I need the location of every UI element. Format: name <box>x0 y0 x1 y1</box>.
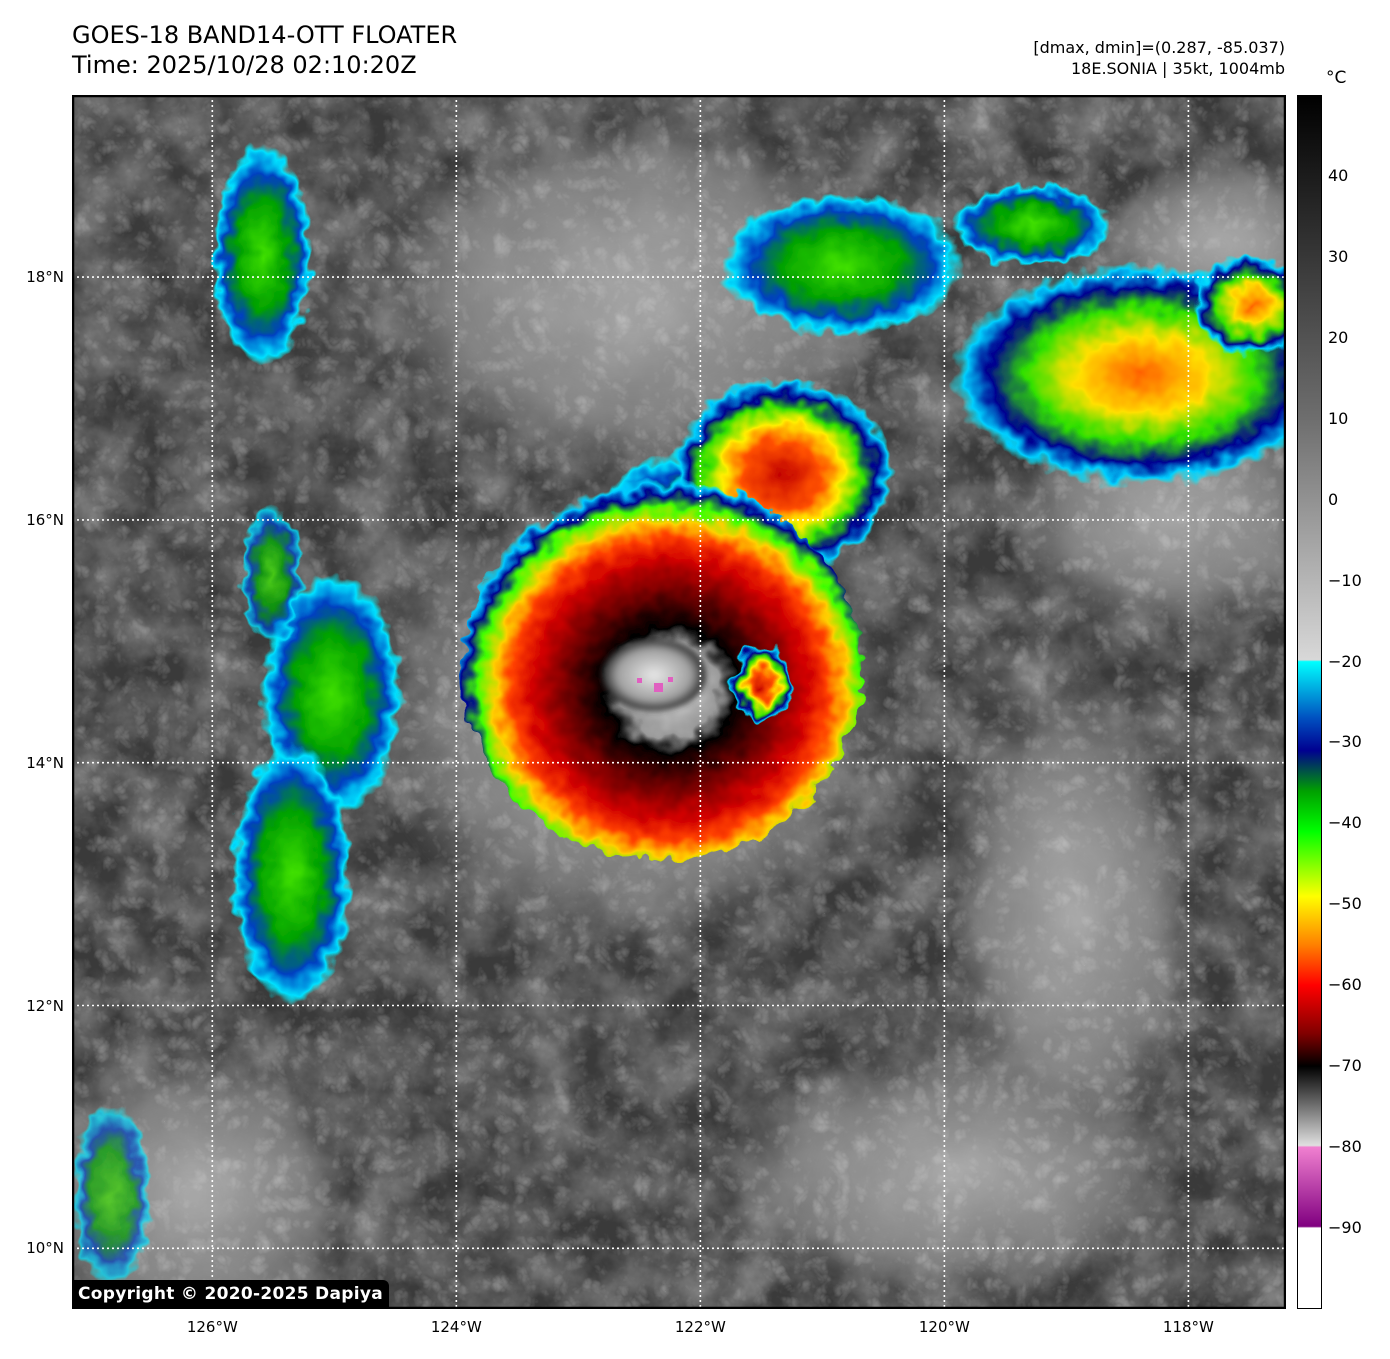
colorbar-tick-label: 0 <box>1328 489 1339 509</box>
lat-label: 14°N <box>26 753 64 772</box>
colorbar-tick-label: 30 <box>1328 246 1349 266</box>
colorbar-tick-label: 10 <box>1328 408 1349 428</box>
title-line-1: GOES-18 BAND14-OTT FLOATER <box>72 21 458 49</box>
lon-label: 124°W <box>430 1318 482 1336</box>
satellite-ir-map <box>72 95 1286 1309</box>
lon-label: 118°W <box>1162 1318 1214 1336</box>
storm-info: 18E.SONIA | 35kt, 1004mb <box>1070 59 1285 78</box>
lat-label: 10°N <box>26 1239 64 1258</box>
colorbar-unit: °C <box>1326 68 1347 88</box>
copyright-badge: Copyright © 2020-2025 Dapiya <box>72 1280 389 1309</box>
lon-label: 122°W <box>674 1318 726 1336</box>
lat-label: 18°N <box>26 268 64 287</box>
lon-label: 126°W <box>186 1318 238 1336</box>
map-frame <box>72 95 1286 1309</box>
colorbar-tick-label: −20 <box>1328 651 1362 671</box>
dmax-dmin-readout: [dmax, dmin]=(0.287, -85.037) <box>1033 38 1285 57</box>
eye-region <box>602 639 706 711</box>
colorbar-tick-label: 20 <box>1328 327 1349 347</box>
colorbar-tick-label: −60 <box>1328 975 1362 995</box>
lat-label: 12°N <box>26 996 64 1015</box>
colorbar-tick-label: −30 <box>1328 732 1362 752</box>
title-line-2: Time: 2025/10/28 02:10:20Z <box>72 51 417 79</box>
colorbar-tick-label: −90 <box>1328 1218 1362 1238</box>
colorbar <box>1297 95 1322 1309</box>
colorbar-tick-label: −80 <box>1328 1137 1362 1157</box>
colorbar-tick-label: −10 <box>1328 570 1362 590</box>
lat-label: 16°N <box>26 510 64 529</box>
colorbar-tick-label: −40 <box>1328 813 1362 833</box>
lon-label: 120°W <box>918 1318 970 1336</box>
graticule <box>72 95 1286 1309</box>
colorbar-tick-label: 40 <box>1328 165 1349 185</box>
colorbar-tick-label: −50 <box>1328 894 1362 914</box>
colorbar-tick-label: −70 <box>1328 1056 1362 1076</box>
